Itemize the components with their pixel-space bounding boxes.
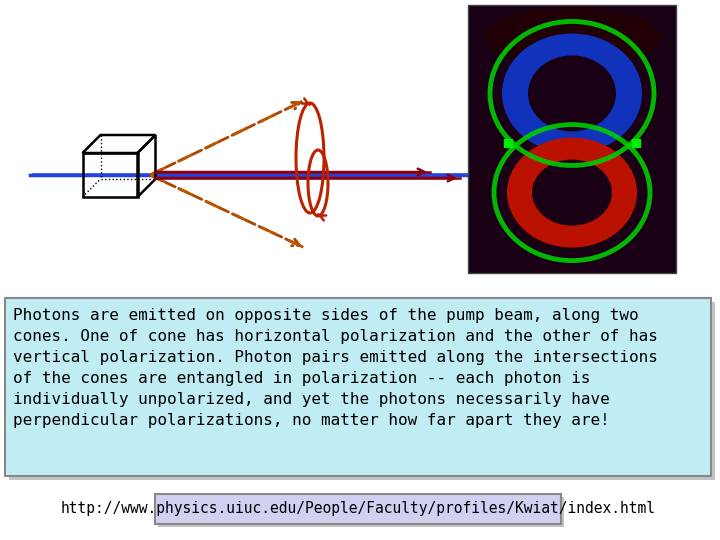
Text: Photons are emitted on opposite sides of the pump beam, along two
cones. One of : Photons are emitted on opposite sides of… <box>13 308 658 428</box>
FancyBboxPatch shape <box>155 494 561 524</box>
FancyBboxPatch shape <box>9 302 715 480</box>
Ellipse shape <box>528 56 616 131</box>
FancyBboxPatch shape <box>468 5 676 273</box>
Ellipse shape <box>502 33 642 153</box>
FancyBboxPatch shape <box>158 497 564 527</box>
Text: http://www.physics.uiuc.edu/People/Faculty/profiles/Kwiat/index.html: http://www.physics.uiuc.edu/People/Facul… <box>60 502 655 516</box>
Ellipse shape <box>484 8 660 66</box>
Ellipse shape <box>507 138 637 248</box>
Ellipse shape <box>532 160 612 226</box>
FancyBboxPatch shape <box>5 298 711 476</box>
